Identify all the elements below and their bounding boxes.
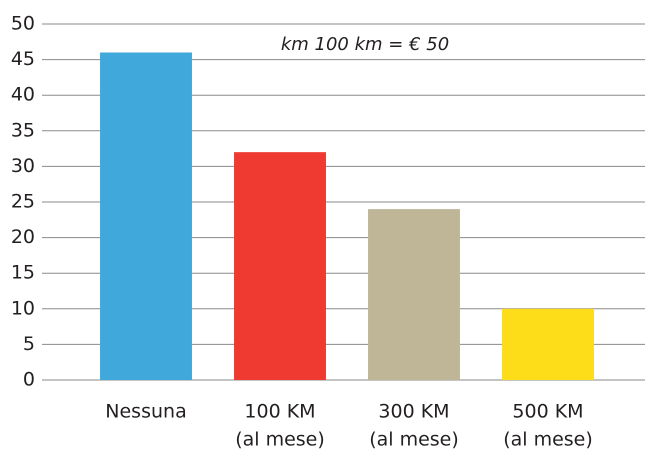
bar	[234, 152, 326, 380]
x-tick-label: (al mese)	[235, 429, 325, 451]
x-tick-label: 300 KM	[378, 401, 449, 423]
x-tick-label: (al mese)	[369, 429, 459, 451]
annotation: km 100 km = € 50	[281, 34, 449, 55]
bar	[502, 308, 594, 380]
bar	[100, 52, 192, 380]
y-tick-label: 5	[23, 333, 35, 355]
y-tick-label: 10	[11, 297, 35, 319]
x-tick-label: 100 KM	[244, 401, 315, 423]
x-tick-label: 500 KM	[512, 401, 583, 423]
y-tick-label: 25	[11, 191, 35, 213]
x-tick-label: (al mese)	[503, 429, 593, 451]
bar	[368, 209, 460, 380]
y-tick-label: 45	[11, 48, 35, 70]
y-tick-label: 40	[11, 84, 35, 106]
y-tick-label: 30	[11, 155, 35, 177]
y-tick-label: 0	[23, 369, 35, 391]
y-tick-label: 50	[11, 13, 35, 35]
y-tick-label: 35	[11, 119, 35, 141]
x-tick-label: Nessuna	[105, 401, 186, 423]
y-tick-label: 15	[11, 262, 35, 284]
y-tick-label: 20	[11, 226, 35, 248]
